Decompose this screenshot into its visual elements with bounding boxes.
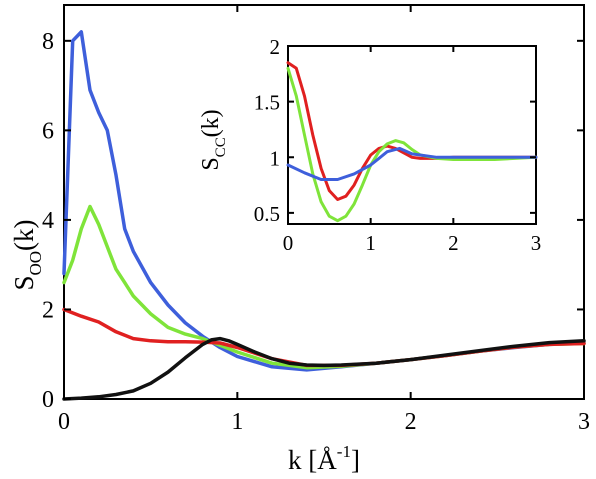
inset-x-tick-label: 2 <box>448 231 459 255</box>
main-series-group <box>62 30 586 401</box>
main-x-tick-label: 2 <box>405 409 417 435</box>
main-x-axis-label: k [Å-1] <box>288 442 360 475</box>
main-x-axis-label-end: ] <box>351 445 360 475</box>
inset-y-tick-label: 1.5 <box>254 91 280 115</box>
main-series-red-line <box>62 307 586 368</box>
inset-series-blue-line <box>286 146 538 181</box>
inset-ticks-group: 0 1 2 3 0.5 1 1.5 2 <box>254 35 542 255</box>
main-plot-frame <box>63 4 585 400</box>
main-series-black-line <box>62 336 586 401</box>
main-y-axis-label-base: S <box>9 276 39 291</box>
main-x-axis-label-sup: -1 <box>337 442 351 461</box>
inset-y-tick-label: 1 <box>270 146 281 170</box>
inset-x-tick-label: 1 <box>365 231 376 255</box>
main-ticks-group: 0 1 2 3 0 2 4 6 8 <box>42 5 590 435</box>
inset-plot-frame <box>287 45 537 225</box>
main-x-tick-label: 1 <box>231 409 243 435</box>
main-y-tick-label: 4 <box>42 208 54 234</box>
main-y-tick-label: 8 <box>42 29 54 55</box>
main-y-axis-label: SOO(k) <box>9 219 45 290</box>
inset-panel: 0 1 2 3 0.5 1 1.5 2 SCC(k) <box>198 35 541 255</box>
inset-y-axis-label-end: (k) <box>198 109 224 137</box>
main-x-axis-label-base: k [Å <box>288 445 337 475</box>
main-series-green-line <box>62 204 586 370</box>
main-x-tick-label: 0 <box>58 409 70 435</box>
inset-x-tick-label: 3 <box>531 231 542 255</box>
main-x-tick-label: 3 <box>578 409 590 435</box>
main-y-axis-label-sub: OO <box>26 251 45 276</box>
inset-y-axis-label: SCC(k) <box>198 109 229 170</box>
inset-y-axis-label-sub: CC <box>213 137 229 157</box>
main-y-axis-label-end: (k) <box>9 219 39 250</box>
inset-y-axis-label-base: S <box>198 157 224 170</box>
main-y-tick-label: 6 <box>42 118 54 144</box>
inset-series-group <box>286 61 538 223</box>
main-y-tick-label: 2 <box>42 297 54 323</box>
inset-y-tick-label: 0.5 <box>254 202 280 226</box>
inset-y-tick-label: 2 <box>270 35 281 59</box>
inset-x-tick-label: 0 <box>283 231 294 255</box>
main-y-tick-label: 0 <box>42 387 54 413</box>
